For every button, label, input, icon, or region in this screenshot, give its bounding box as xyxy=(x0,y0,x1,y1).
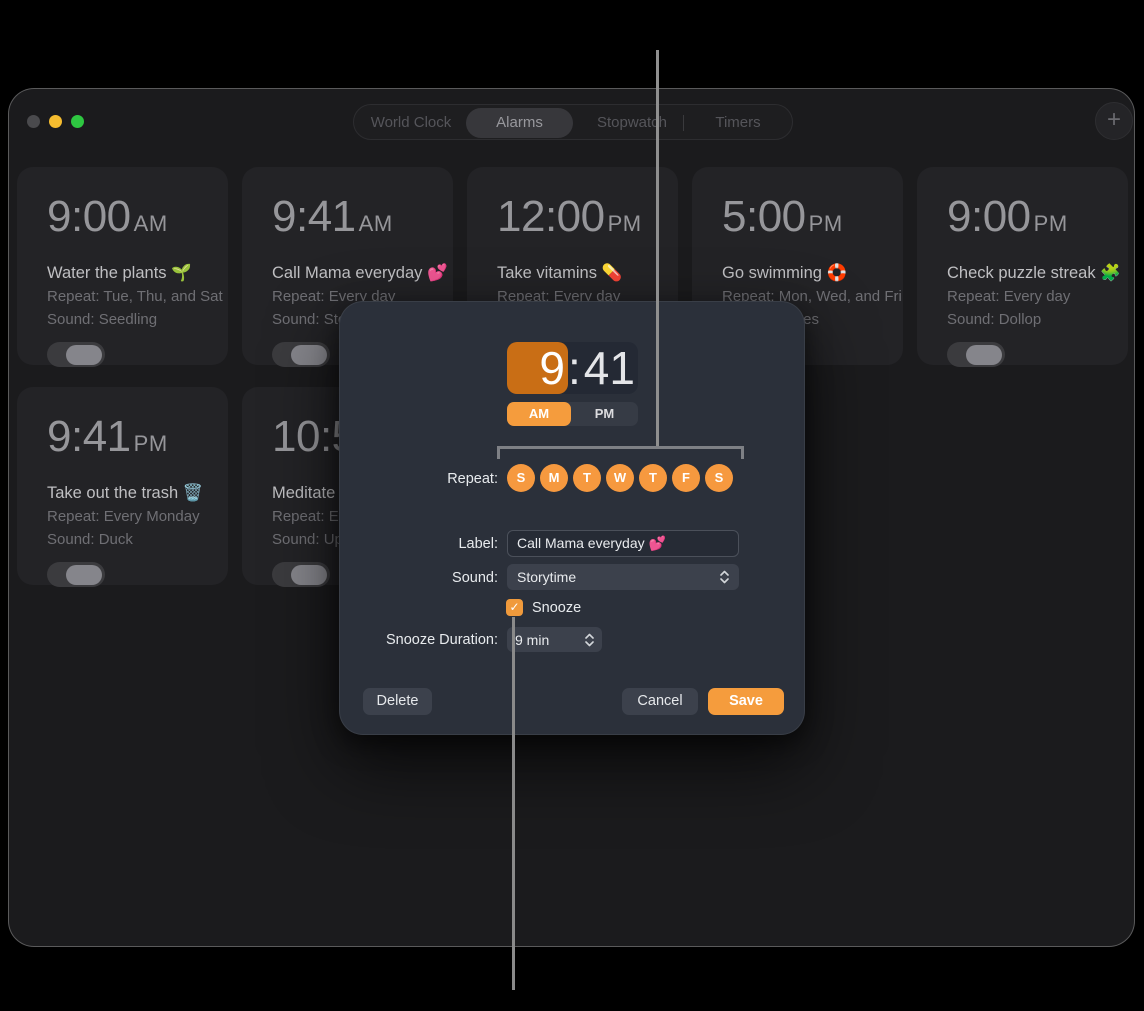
minute-field[interactable]: 41 xyxy=(583,342,635,394)
alarm-time: 9:00 PM xyxy=(947,192,1068,241)
alarm-repeat: Repeat: Ev xyxy=(272,508,347,525)
alarm-sound: Sound: Seedling xyxy=(47,311,158,328)
tab-divider xyxy=(683,115,684,131)
alarm-repeat: Repeat: Every Monday xyxy=(47,508,200,525)
alarm-title: Take out the trash 🗑️ xyxy=(47,484,204,502)
alarm-time: 9:00 AM xyxy=(47,192,168,241)
window-close-button[interactable] xyxy=(27,115,40,128)
alarm-toggle[interactable] xyxy=(47,562,105,587)
hour-field-selected[interactable]: 9 xyxy=(507,342,568,394)
pm-segment[interactable]: PM xyxy=(594,406,615,421)
alarm-toggle[interactable] xyxy=(47,342,105,367)
tab-alarms[interactable]: Alarms xyxy=(466,108,573,138)
alarm-repeat: Repeat: Tue, Thu, and Sat xyxy=(47,288,223,305)
snooze-duration-value: 9 min xyxy=(515,631,550,648)
alarm-title: Check puzzle streak 🧩 xyxy=(947,264,1121,282)
repeat-label: Repeat: xyxy=(447,471,498,487)
save-button[interactable]: Save xyxy=(708,688,784,715)
callout-bracket-horizontal xyxy=(497,446,744,449)
sound-selected-value: Storytime xyxy=(517,569,577,585)
cancel-button[interactable]: Cancel xyxy=(622,688,698,715)
alarm-repeat: Repeat: Mon, Wed, and Fri xyxy=(722,288,902,305)
day-tuesday-button[interactable]: T xyxy=(573,464,601,492)
window-minimize-button[interactable] xyxy=(49,115,62,128)
alarm-repeat: Repeat: Every day xyxy=(272,288,396,305)
mode-tab-bar: World Clock Alarms Stopwatch Timers xyxy=(353,104,793,140)
tab-world-clock[interactable]: World Clock xyxy=(370,114,452,131)
toggle-knob xyxy=(966,344,1002,365)
alarm-title: Meditate 🧘 xyxy=(272,484,361,502)
toggle-knob xyxy=(291,564,327,585)
am-segment-selected[interactable]: AM xyxy=(507,402,571,426)
alarm-card-trash[interactable]: 9:41 PM Take out the trash 🗑️ Repeat: Eve… xyxy=(17,387,228,587)
alarm-time: 5:00 PM xyxy=(722,192,843,241)
time-colon: : xyxy=(568,342,581,394)
tab-stopwatch[interactable]: Stopwatch xyxy=(596,114,668,131)
am-pm-segmented-control: AM PM xyxy=(507,402,638,426)
label-input[interactable] xyxy=(507,530,739,557)
day-friday-button[interactable]: F xyxy=(672,464,700,492)
callout-bracket-left-tick xyxy=(497,446,500,459)
time-picker: 9 :41 xyxy=(507,342,638,394)
label-field-label: Label: xyxy=(458,536,498,552)
snooze-duration-select[interactable]: 9 min xyxy=(507,627,602,652)
alarm-repeat: Repeat: Every day xyxy=(947,288,1071,305)
toggle-knob xyxy=(291,344,327,365)
toggle-knob xyxy=(66,344,102,365)
chevron-up-down-icon xyxy=(585,633,594,646)
window-controls xyxy=(27,115,84,128)
sound-field-label: Sound: xyxy=(452,570,498,586)
add-alarm-button[interactable]: + xyxy=(1095,102,1133,140)
toggle-knob xyxy=(66,564,102,585)
day-monday-button[interactable]: M xyxy=(540,464,568,492)
alarm-toggle[interactable] xyxy=(272,562,330,587)
alarm-title: Go swimming 🛟 xyxy=(722,264,848,282)
delete-button[interactable]: Delete xyxy=(363,688,432,715)
snooze-label: Snooze xyxy=(532,600,582,616)
alarm-sound: Sound: Dollop xyxy=(947,311,1042,328)
snooze-checkbox-checked[interactable]: ✓ xyxy=(506,599,523,616)
alarm-toggle[interactable] xyxy=(947,342,1005,367)
alarm-sound: Sound: Up xyxy=(272,531,343,548)
alarm-title: Water the plants 🌱 xyxy=(47,264,192,282)
alarm-title: Call Mama everyday 💕 xyxy=(272,264,448,282)
chevron-up-down-icon xyxy=(720,570,729,584)
day-wednesday-button[interactable]: W xyxy=(606,464,634,492)
alarm-time: 9:41 PM xyxy=(47,412,168,461)
day-sunday-button[interactable]: S xyxy=(507,464,535,492)
snooze-duration-label: Snooze Duration: xyxy=(385,632,498,648)
alarm-sound: Sound: Duck xyxy=(47,531,133,548)
tab-timers[interactable]: Timers xyxy=(715,114,761,131)
sound-select[interactable]: Storytime xyxy=(507,564,739,590)
callout-line-top xyxy=(656,50,659,447)
alarm-toggle[interactable] xyxy=(272,342,330,367)
alarm-title: Take vitamins 💊 xyxy=(497,264,623,282)
alarm-card-water-plants[interactable]: 9:00 AM Water the plants 🌱 Repeat: Tue, T… xyxy=(17,167,228,367)
edit-alarm-dialog: 9 :41 AM PM Repeat: S M T W T F S Label:… xyxy=(339,301,805,735)
repeat-day-picker: S M T W T F S xyxy=(507,464,733,492)
day-saturday-button[interactable]: S xyxy=(705,464,733,492)
callout-line-bottom xyxy=(512,617,515,990)
day-thursday-button[interactable]: T xyxy=(639,464,667,492)
alarm-time: 9:41 AM xyxy=(272,192,393,241)
callout-bracket-right-tick xyxy=(741,446,744,459)
alarm-card-puzzle-streak[interactable]: 9:00 PM Check puzzle streak 🧩 Repeat: Eve… xyxy=(917,167,1128,367)
alarm-time: 12:00 PM xyxy=(497,192,642,241)
alarm-repeat: Repeat: Every day xyxy=(497,288,621,305)
window-zoom-button[interactable] xyxy=(71,115,84,128)
